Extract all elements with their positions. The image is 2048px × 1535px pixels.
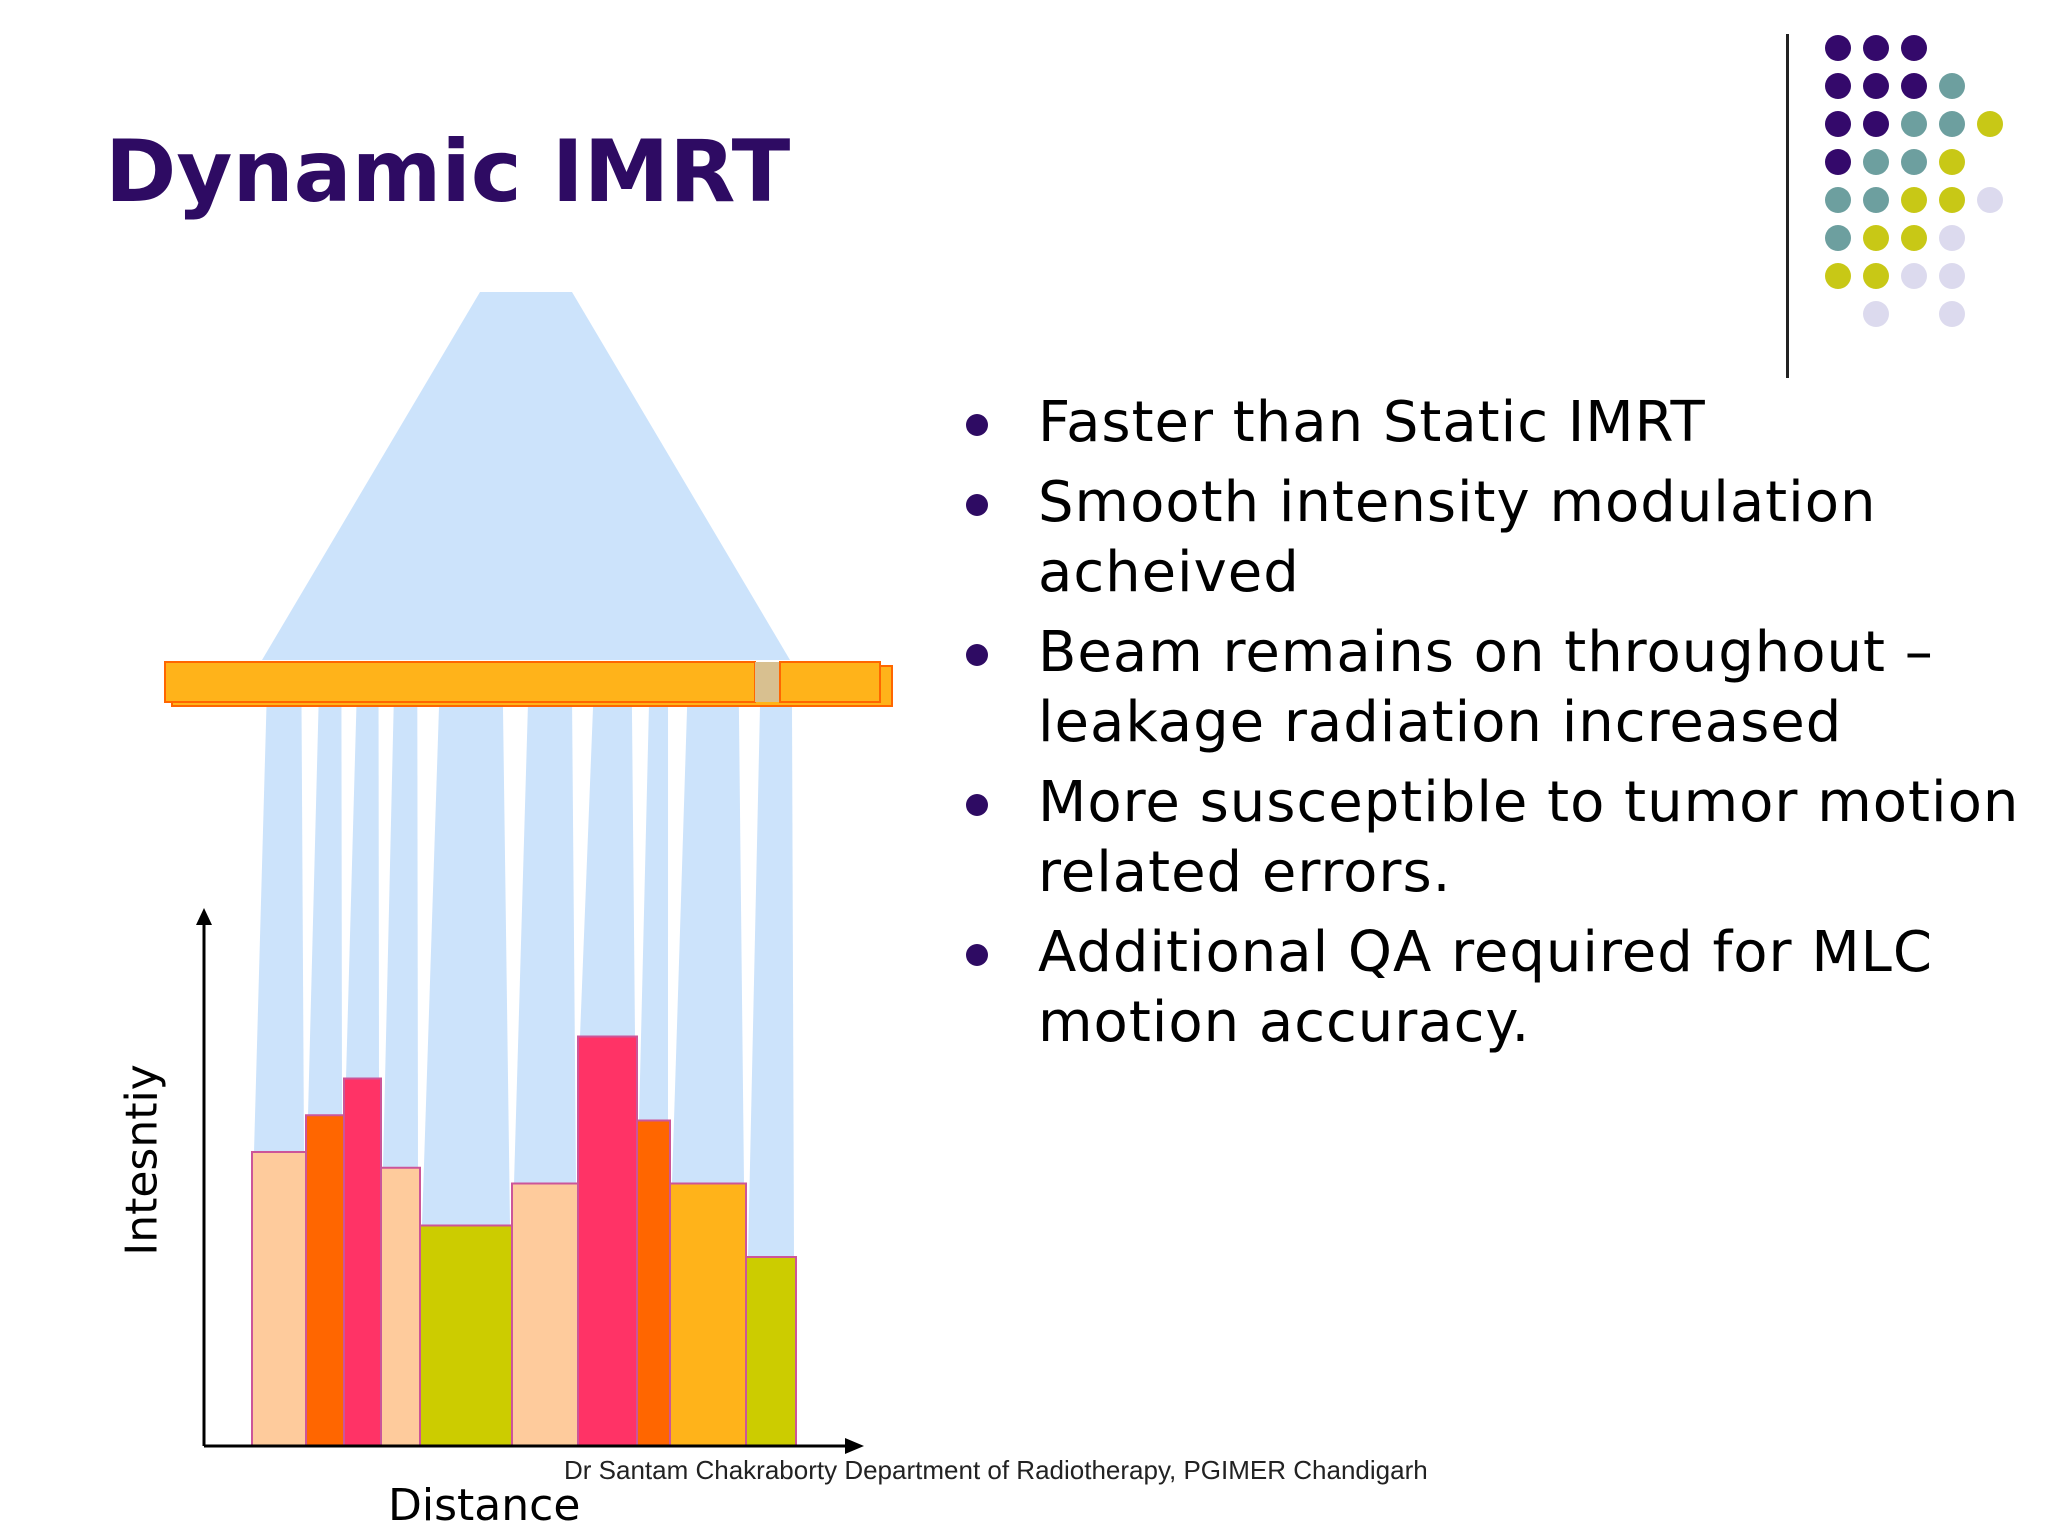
decorative-dot <box>1863 73 1889 99</box>
slide-title: Dynamic IMRT <box>105 122 791 222</box>
decorative-dot <box>1825 73 1851 99</box>
y-axis-label: Intesntiy <box>116 1064 168 1256</box>
beamlet <box>748 706 794 1257</box>
decorative-dot <box>1863 263 1889 289</box>
bullet-item: Beam remains on throughout – leakage rad… <box>960 618 2020 758</box>
bullet-item: Smooth intensity modulation acheived <box>960 468 2020 608</box>
decorative-dot <box>1939 111 1965 137</box>
bullet-text: More susceptible to tumor motion related… <box>1038 770 2020 905</box>
footer-credit: Dr Santam Chakraborty Department of Radi… <box>564 1455 1428 1485</box>
collimator-bar <box>164 661 893 707</box>
decorative-dot <box>1825 35 1851 61</box>
beamlet <box>580 706 635 1037</box>
intensity-bar <box>511 1182 579 1447</box>
decorative-dot <box>1863 225 1889 251</box>
bullet-list: Faster than Static IMRT Smooth intensity… <box>960 388 2020 1068</box>
vertical-divider-line <box>1786 34 1789 378</box>
decorative-dot <box>1939 149 1965 175</box>
beamlet <box>254 706 304 1152</box>
beamlet <box>422 706 510 1226</box>
bullet-dot-icon <box>966 414 988 436</box>
decorative-dot <box>1939 225 1965 251</box>
decorative-dot <box>1825 149 1851 175</box>
bullet-text: Additional QA required for MLC motion ac… <box>1038 920 1933 1055</box>
intensity-bar <box>380 1166 421 1447</box>
imrt-beam-diagram <box>164 292 893 1454</box>
decorative-dot <box>1901 73 1927 99</box>
decorative-dot <box>1977 187 2003 213</box>
beamlets-group <box>254 706 794 1257</box>
decorative-dot <box>1901 149 1927 175</box>
decorative-dot <box>1863 187 1889 213</box>
x-axis-label: Distance <box>388 1480 581 1531</box>
beamlet <box>383 706 418 1168</box>
decorative-dot <box>1825 111 1851 137</box>
intensity-bar <box>745 1256 797 1447</box>
decorative-dot <box>1825 225 1851 251</box>
bullet-item: More susceptible to tumor motion related… <box>960 768 2020 908</box>
beamlet <box>308 706 342 1116</box>
intensity-bar <box>636 1119 671 1447</box>
intensity-bars-group <box>251 1035 797 1447</box>
decorative-dot <box>1825 187 1851 213</box>
bullet-dot-icon <box>966 944 988 966</box>
decorative-dot <box>1863 35 1889 61</box>
decorative-dot <box>1863 149 1889 175</box>
bullet-item: Faster than Static IMRT <box>960 388 2020 458</box>
intensity-bar <box>251 1151 307 1447</box>
decorative-dot <box>1901 187 1927 213</box>
decorative-dot <box>1863 301 1889 327</box>
intensity-bar <box>419 1224 513 1447</box>
decorative-dot <box>1939 73 1965 99</box>
intensity-bar <box>577 1035 638 1447</box>
decorative-dot <box>1939 301 1965 327</box>
beamlet <box>639 706 669 1121</box>
bullet-item: Additional QA required for MLC motion ac… <box>960 918 2020 1058</box>
intensity-bar <box>305 1114 345 1447</box>
decorative-dot <box>1939 187 1965 213</box>
decorative-dot <box>1863 111 1889 137</box>
decorative-dot <box>1939 263 1965 289</box>
beam-cone <box>262 292 790 660</box>
decorative-dot <box>1901 263 1927 289</box>
beamlet <box>346 706 379 1079</box>
decorative-dot <box>1825 263 1851 289</box>
bullet-dot-icon <box>966 494 988 516</box>
intensity-axes <box>196 908 864 1454</box>
bullet-text: Beam remains on throughout – leakage rad… <box>1038 620 1934 755</box>
bullet-dot-icon <box>966 644 988 666</box>
intensity-bar <box>669 1182 747 1447</box>
bullet-dot-icon <box>966 794 988 816</box>
bullet-text: Faster than Static IMRT <box>1038 390 1706 455</box>
decorative-dot <box>1901 225 1927 251</box>
decorative-dot <box>1901 35 1927 61</box>
decorative-dot <box>1901 111 1927 137</box>
bullet-text: Smooth intensity modulation acheived <box>1038 470 1877 605</box>
intensity-bar <box>343 1077 382 1447</box>
decorative-dot <box>1977 111 2003 137</box>
decorative-dot-grid <box>1825 35 2003 327</box>
beamlet <box>514 706 576 1184</box>
beamlet <box>672 706 744 1184</box>
